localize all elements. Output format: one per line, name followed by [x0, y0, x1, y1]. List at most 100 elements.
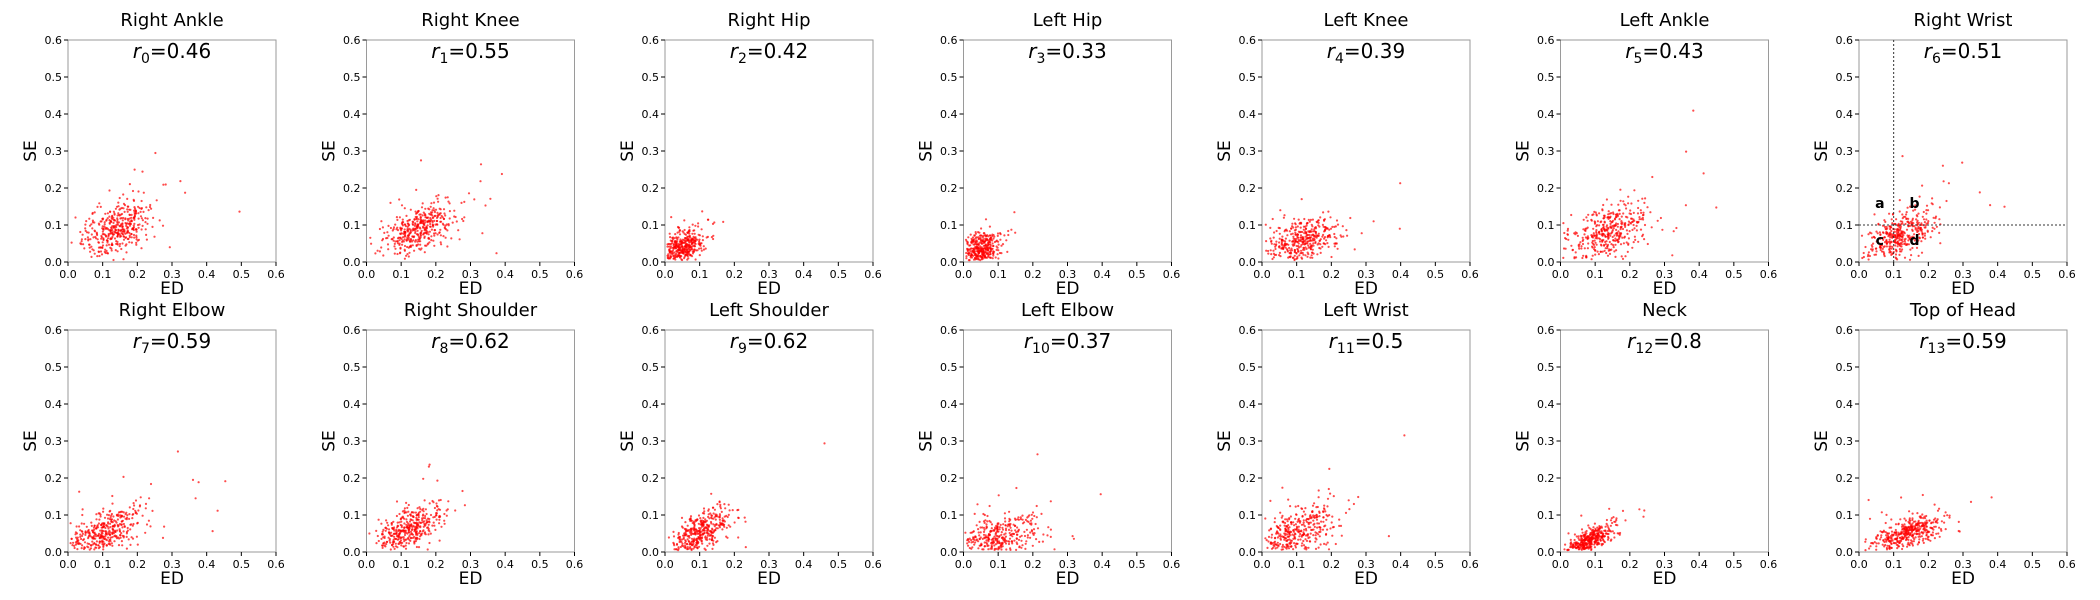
- correlation-value: =0.43: [1642, 39, 1703, 63]
- data-point: [394, 542, 397, 545]
- data-point: [428, 541, 431, 545]
- correlation-label: r11=0.5: [1329, 329, 1404, 357]
- data-point: [91, 543, 94, 546]
- data-point: [1283, 538, 1286, 541]
- data-point: [383, 541, 386, 544]
- data-point: [108, 189, 111, 192]
- data-point: [1590, 219, 1593, 222]
- data-point: [720, 510, 723, 513]
- x-tick-label: 0.1: [691, 558, 709, 571]
- scatter-points: [1562, 109, 1718, 261]
- data-point: [423, 520, 426, 523]
- data-point: [1297, 238, 1300, 241]
- data-point: [1304, 545, 1307, 549]
- data-point: [72, 541, 75, 544]
- data-point: [980, 248, 984, 251]
- y-tick-label: 0.0: [1239, 546, 1257, 559]
- data-point: [979, 531, 982, 534]
- data-point: [103, 516, 107, 519]
- data-point: [973, 512, 976, 516]
- data-point: [998, 535, 1001, 539]
- data-point: [409, 518, 412, 521]
- data-point: [111, 235, 114, 238]
- data-point: [396, 525, 400, 528]
- data-point: [1599, 221, 1602, 224]
- data-point: [718, 514, 722, 517]
- data-point: [695, 544, 698, 547]
- data-point: [1617, 230, 1620, 233]
- data-point: [122, 238, 126, 241]
- data-point: [437, 200, 440, 203]
- data-point: [1890, 240, 1893, 243]
- data-point: [85, 231, 89, 234]
- data-point: [116, 214, 119, 217]
- data-point: [1631, 228, 1634, 231]
- data-point: [719, 505, 722, 508]
- data-point: [997, 243, 1000, 246]
- data-point: [426, 548, 429, 551]
- data-point: [689, 515, 693, 518]
- data-point: [701, 210, 704, 213]
- data-point: [411, 519, 414, 522]
- data-point: [125, 251, 128, 254]
- data-point: [110, 237, 113, 240]
- data-point: [403, 522, 406, 525]
- plot-frame: [67, 39, 277, 263]
- scatter-points: [368, 463, 466, 551]
- x-tick-label: 0.4: [795, 558, 813, 571]
- data-point: [153, 235, 156, 238]
- data-point: [1327, 210, 1330, 213]
- data-point: [1920, 240, 1923, 243]
- data-point: [137, 212, 140, 215]
- data-point: [1894, 238, 1897, 242]
- data-point: [675, 236, 678, 239]
- data-point: [684, 546, 687, 549]
- scatter-points: [667, 442, 826, 552]
- data-point: [120, 247, 123, 251]
- data-point: [106, 212, 109, 215]
- data-point: [971, 236, 975, 239]
- data-point: [414, 215, 417, 219]
- data-point: [441, 222, 444, 225]
- scatter-points: [69, 450, 227, 551]
- data-point: [989, 245, 992, 249]
- data-point: [1622, 242, 1625, 245]
- data-point: [415, 522, 418, 526]
- data-point: [1715, 206, 1718, 209]
- data-point: [1015, 486, 1018, 490]
- data-point: [1611, 235, 1614, 239]
- data-point: [690, 532, 693, 535]
- data-point: [1329, 527, 1332, 530]
- data-point: [988, 250, 992, 254]
- data-point: [1594, 249, 1597, 252]
- data-point: [1329, 492, 1332, 495]
- data-point: [439, 220, 443, 223]
- data-point: [1302, 225, 1305, 228]
- data-point: [396, 242, 399, 245]
- data-point: [1346, 234, 1349, 237]
- data-point: [100, 540, 103, 543]
- data-point: [162, 183, 165, 186]
- data-point: [1592, 526, 1595, 529]
- data-point: [479, 180, 482, 183]
- data-point: [1901, 220, 1904, 223]
- data-point: [460, 201, 463, 204]
- data-point: [121, 233, 125, 236]
- data-point: [107, 234, 110, 237]
- data-point: [1307, 521, 1310, 524]
- data-point: [1623, 235, 1626, 238]
- data-point: [989, 234, 992, 237]
- data-point: [1285, 539, 1288, 542]
- data-point: [1004, 520, 1007, 523]
- data-point: [84, 227, 87, 230]
- correlation-index: 3: [1037, 51, 1046, 67]
- data-point: [688, 234, 692, 238]
- data-point: [1278, 246, 1281, 249]
- data-point: [692, 529, 696, 532]
- data-point: [408, 223, 411, 226]
- data-point: [419, 535, 422, 538]
- data-point: [396, 226, 399, 229]
- data-point: [977, 528, 980, 531]
- data-point: [1322, 242, 1325, 245]
- data-point: [428, 208, 431, 211]
